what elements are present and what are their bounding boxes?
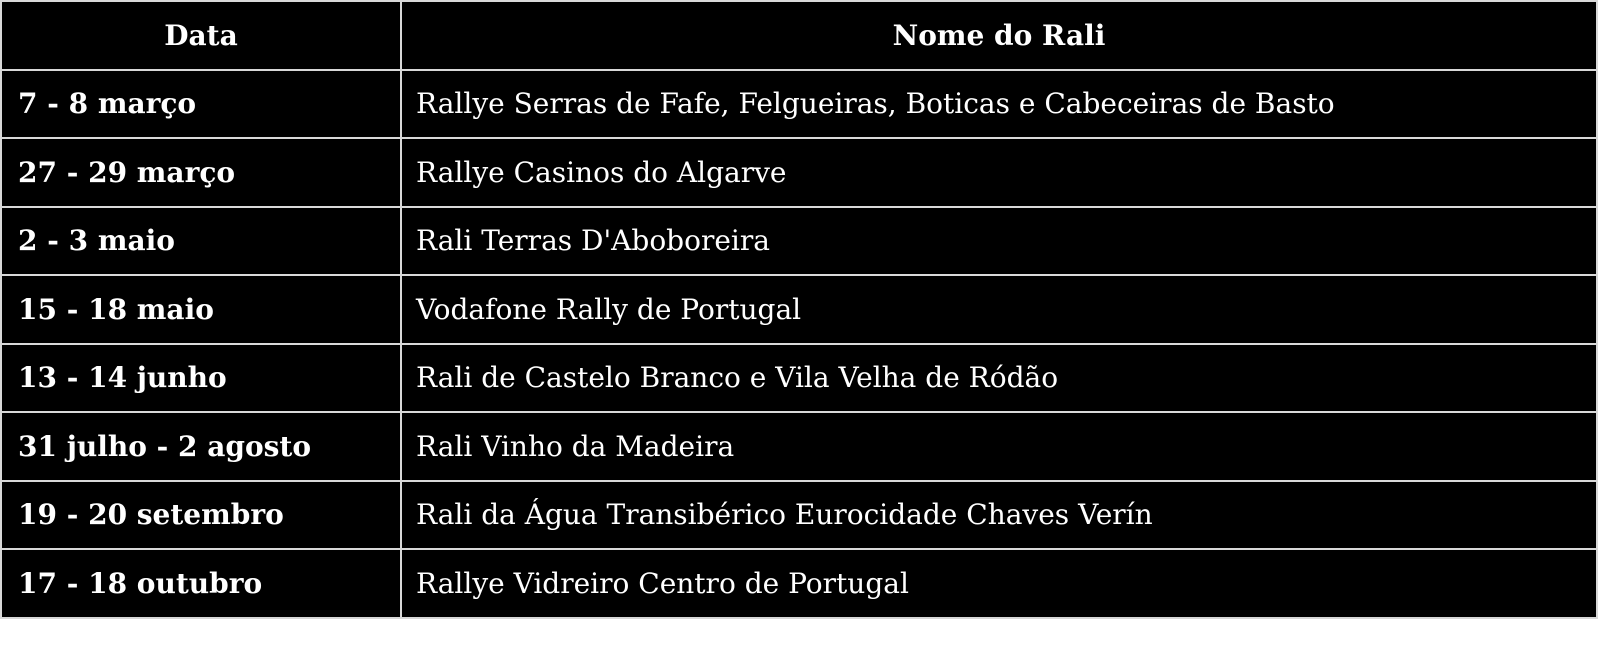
table-row: 15 - 18 maio Vodafone Rally de Portugal	[0, 274, 1598, 345]
header-rally-name: Nome do Rali	[400, 0, 1598, 71]
rally-name-cell: Rali Terras D'Aboboreira	[400, 205, 1598, 276]
rally-name-cell: Rali da Água Transibérico Eurocidade Cha…	[400, 479, 1598, 550]
rally-name-cell: Rali de Castelo Branco e Vila Velha de R…	[400, 342, 1598, 413]
header-row: Data Nome do Rali	[0, 0, 1598, 71]
rally-name-cell: Rallye Serras de Fafe, Felgueiras, Botic…	[400, 68, 1598, 139]
date-cell: 13 - 14 junho	[0, 342, 402, 413]
rally-calendar-table: Data Nome do Rali 7 - 8 março Rallye Serr…	[0, 0, 1598, 619]
rally-name-cell: Rallye Casinos do Algarve	[400, 137, 1598, 208]
table-row: 31 julho - 2 agosto Rali Vinho da Madeira	[0, 411, 1598, 482]
date-cell: 15 - 18 maio	[0, 274, 402, 345]
table-row: 2 - 3 maio Rali Terras D'Aboboreira	[0, 205, 1598, 276]
table-row: 7 - 8 março Rallye Serras de Fafe, Felgue…	[0, 68, 1598, 139]
date-cell: 17 - 18 outubro	[0, 548, 402, 619]
rally-name-cell: Vodafone Rally de Portugal	[400, 274, 1598, 345]
date-cell: 31 julho - 2 agosto	[0, 411, 402, 482]
table-row: 17 - 18 outubro Rallye Vidreiro Centro de…	[0, 548, 1598, 619]
date-cell: 19 - 20 setembro	[0, 479, 402, 550]
date-cell: 7 - 8 março	[0, 68, 402, 139]
date-cell: 2 - 3 maio	[0, 205, 402, 276]
rally-name-cell: Rallye Vidreiro Centro de Portugal	[400, 548, 1598, 619]
date-cell: 27 - 29 março	[0, 137, 402, 208]
table-row: 27 - 29 março Rallye Casinos do Algarve	[0, 137, 1598, 208]
header-date: Data	[0, 0, 402, 71]
rally-name-cell: Rali Vinho da Madeira	[400, 411, 1598, 482]
table-row: 19 - 20 setembro Rali da Água Transibéric…	[0, 479, 1598, 550]
table-row: 13 - 14 junho Rali de Castelo Branco e Vi…	[0, 342, 1598, 413]
